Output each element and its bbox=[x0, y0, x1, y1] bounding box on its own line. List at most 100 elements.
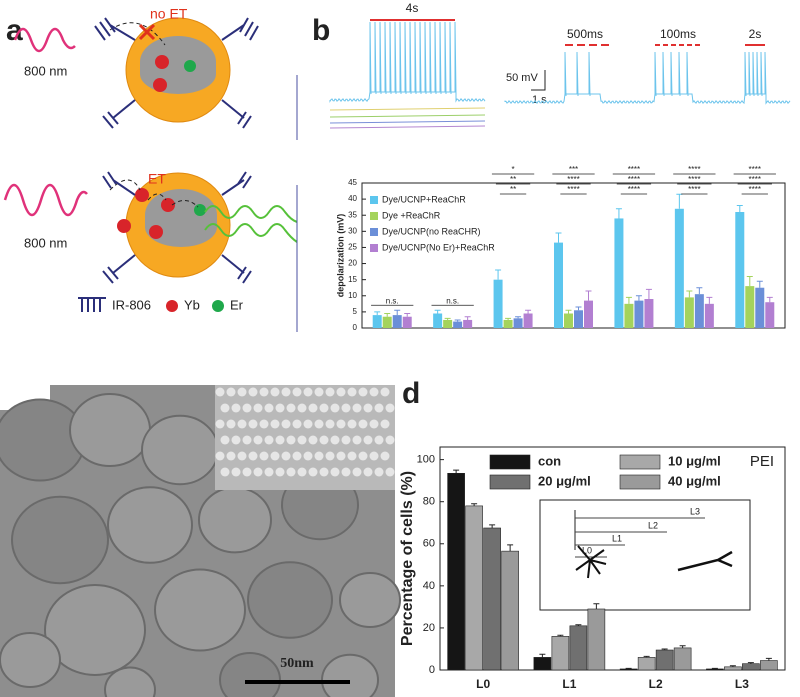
sem-particle bbox=[226, 387, 236, 397]
error-bar bbox=[686, 290, 693, 298]
particle bbox=[247, 561, 333, 639]
x-tick-label: L0 bbox=[476, 677, 490, 691]
bar bbox=[674, 208, 684, 328]
yb-ion bbox=[155, 55, 169, 69]
x-tick-label: L3 bbox=[735, 677, 749, 691]
er-ion bbox=[184, 60, 196, 72]
error-bar bbox=[471, 503, 478, 506]
label: ET bbox=[148, 171, 166, 187]
error-bar bbox=[676, 193, 683, 209]
sem-particle bbox=[248, 387, 258, 397]
sem-particle bbox=[226, 451, 236, 461]
sem-particle bbox=[336, 451, 346, 461]
bar bbox=[755, 287, 765, 328]
voltage-trace bbox=[329, 120, 486, 124]
bar bbox=[569, 625, 588, 671]
sem-particle bbox=[352, 467, 362, 477]
bar bbox=[564, 313, 573, 328]
yb-icon bbox=[166, 300, 178, 312]
label: no ET bbox=[150, 6, 188, 22]
panel-a: 800 nm no ET 800 nm ET bbox=[3, 6, 298, 332]
error-bar bbox=[489, 524, 496, 528]
y-tick-label: 20 bbox=[348, 259, 357, 268]
bar bbox=[523, 313, 533, 328]
sem-particle bbox=[330, 403, 340, 413]
sem-particle bbox=[358, 387, 368, 397]
sem-particle bbox=[231, 435, 241, 445]
sem-particle bbox=[330, 435, 340, 445]
bar bbox=[587, 608, 606, 671]
sem-particle bbox=[341, 435, 351, 445]
y-tick-label: 0 bbox=[353, 323, 358, 332]
er-ion bbox=[194, 204, 206, 216]
legend-text: 20 μg/ml bbox=[538, 473, 591, 488]
voltage-trace bbox=[329, 125, 486, 129]
sem-particle bbox=[336, 387, 346, 397]
voltage-trace bbox=[329, 107, 486, 111]
scale-bar bbox=[531, 70, 546, 91]
sem-particle bbox=[319, 403, 329, 413]
sem-particle bbox=[352, 403, 362, 413]
bar bbox=[673, 647, 692, 671]
sem-particle bbox=[358, 451, 368, 461]
bar bbox=[443, 319, 453, 328]
sem-particle bbox=[237, 451, 247, 461]
inset-label: L2 bbox=[648, 520, 658, 530]
error-bar bbox=[585, 290, 592, 301]
sem-particle bbox=[259, 419, 269, 429]
bar bbox=[706, 668, 724, 671]
x-tick-label: L1 bbox=[562, 677, 576, 691]
error-bar bbox=[464, 316, 471, 320]
bar bbox=[433, 313, 443, 328]
legend-text: Dye/UCNP(no ReaCHR) bbox=[382, 226, 481, 236]
bar bbox=[493, 279, 503, 328]
sem-particle bbox=[259, 387, 269, 397]
error-bar bbox=[374, 311, 381, 316]
bar bbox=[644, 299, 654, 328]
sem-particle bbox=[259, 451, 269, 461]
legend-swatch bbox=[619, 474, 661, 490]
particle bbox=[0, 632, 61, 688]
sem-particle bbox=[297, 403, 307, 413]
error-bar bbox=[575, 306, 582, 311]
significance-label: *** bbox=[569, 165, 578, 174]
x-tick-label: L2 bbox=[649, 677, 663, 691]
legend-swatch bbox=[370, 196, 378, 204]
error-bar bbox=[625, 667, 632, 669]
error-bar bbox=[444, 317, 451, 320]
bar bbox=[501, 550, 519, 671]
error-bar bbox=[434, 309, 441, 314]
error-bar bbox=[746, 275, 753, 287]
sem-particle bbox=[215, 419, 225, 429]
sem-particle bbox=[314, 419, 324, 429]
dye-ligands bbox=[94, 17, 259, 129]
sem-particle bbox=[380, 419, 390, 429]
significance-label: n.s. bbox=[386, 296, 399, 305]
sem-particle bbox=[275, 403, 285, 413]
sem-particle bbox=[281, 451, 291, 461]
legend-text: con bbox=[538, 453, 561, 468]
y-tick-label: 80 bbox=[423, 496, 435, 508]
bar bbox=[760, 660, 778, 671]
excitation-wave bbox=[13, 27, 76, 53]
sem-particle bbox=[270, 387, 280, 397]
sem-particle bbox=[341, 403, 351, 413]
sem-particle bbox=[292, 419, 302, 429]
sem-particle bbox=[297, 467, 307, 477]
sem-particle bbox=[231, 403, 241, 413]
sem-particle bbox=[380, 387, 390, 397]
sem-particle bbox=[303, 451, 313, 461]
particle bbox=[104, 666, 156, 697]
legend-swatch bbox=[370, 228, 378, 236]
error-bar bbox=[635, 295, 642, 301]
bar bbox=[382, 316, 392, 328]
particle bbox=[11, 495, 109, 585]
y-tick-label: 5 bbox=[353, 307, 358, 316]
error-bar bbox=[615, 208, 622, 219]
sem-particle bbox=[275, 435, 285, 445]
sem-particle bbox=[319, 435, 329, 445]
sem-particle bbox=[237, 419, 247, 429]
voltage-trace bbox=[329, 21, 486, 103]
bar bbox=[735, 212, 745, 328]
yb-ion bbox=[117, 219, 131, 233]
